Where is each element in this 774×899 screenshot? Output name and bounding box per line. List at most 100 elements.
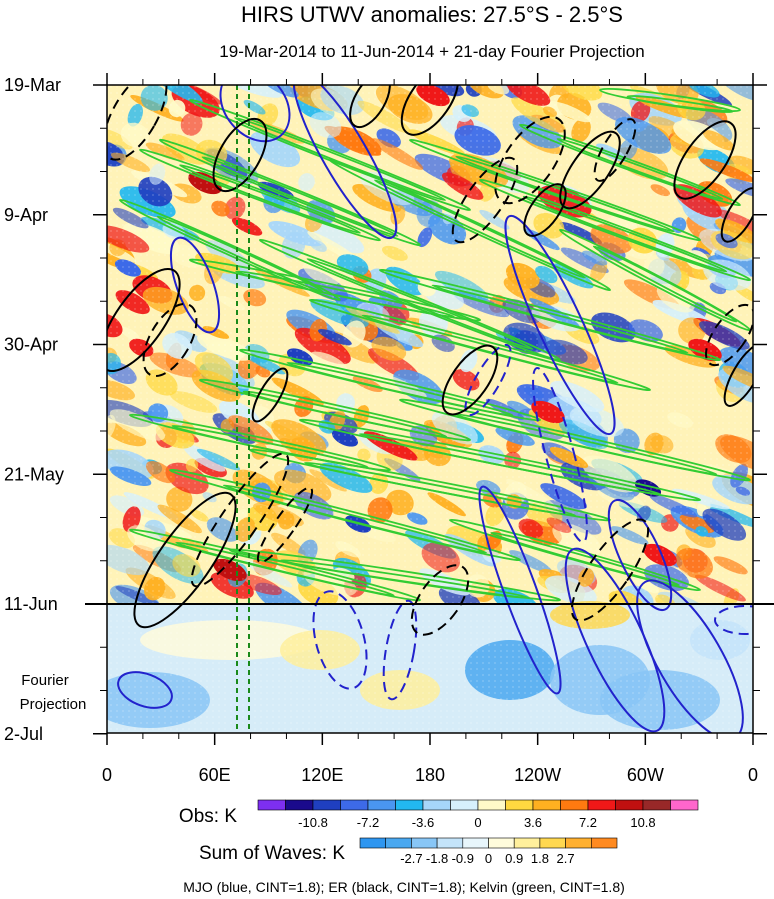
obs-colorbar-label: Obs: K (179, 806, 237, 827)
er-contour (441, 344, 499, 416)
waves-colorbar-tick-label: 1.8 (531, 851, 549, 866)
er-contour (559, 130, 621, 210)
er-contour (570, 518, 650, 622)
kelvin-contour-inner (556, 137, 724, 201)
obs-colorbar-swatch (642, 799, 671, 811)
kelvin-contour-inner (359, 432, 661, 496)
kelvin-contour-inner (304, 461, 576, 517)
er-contour (705, 303, 753, 367)
waves-colorbar-label: Sum of Waves: K (199, 843, 345, 864)
waves-colorbar-tick-label: -1.8 (426, 851, 448, 866)
kelvin-contour-inner (431, 284, 689, 354)
obs-colorbar-swatch (367, 799, 396, 811)
mjo-contour (478, 485, 562, 695)
kelvin-contour (479, 178, 751, 282)
kelvin-contour-inner (235, 270, 455, 318)
kelvin-contour (189, 99, 471, 211)
kelvin-contours (119, 87, 751, 602)
waves-colorbar-swatch (513, 837, 541, 849)
obs-colorbar-tick-label: 7.2 (579, 815, 597, 830)
y-tick-label: 2-Jul (4, 724, 43, 744)
chart-subtitle: 19-Mar-2014 to 11-Jun-2014 + 21-day Four… (219, 42, 644, 61)
obs-colorbar-swatch (285, 799, 314, 811)
obs-colorbar-swatch (395, 799, 424, 811)
kelvin-contour-inner (280, 559, 530, 599)
mjo-contour (504, 214, 616, 436)
kelvin-contour-inner (179, 164, 361, 234)
er-contour (251, 367, 289, 423)
obs-colorbar-swatch (450, 799, 479, 811)
mjo-contour (714, 605, 753, 635)
chart-title: HIRS UTWV anomalies: 27.5°S - 2.5°S (241, 2, 623, 27)
waves-colorbar-swatch (488, 837, 515, 849)
obs-colorbar-swatch (477, 799, 506, 811)
er-contour (494, 115, 566, 205)
kelvin-contour-inner (374, 179, 586, 279)
waves-colorbar-tick-label: -0.9 (452, 851, 474, 866)
waves-colorbar-tick-label: 0 (485, 851, 492, 866)
obs-colorbar-tick-label: 10.8 (630, 815, 655, 830)
waves-colorbar-swatch (590, 837, 618, 849)
er-contour (142, 302, 198, 378)
x-tick-label: 60E (199, 765, 231, 785)
waves-colorbar-swatch (359, 837, 387, 849)
er-contour (673, 120, 737, 200)
obs-colorbar: -10.8 -7.2 -3.6 0 3.6 7.2 10.8 (257, 799, 699, 830)
waves-colorbar-tick-label: -2.7 (400, 851, 422, 866)
er-contour (349, 85, 391, 129)
kelvin-contour-inner (156, 215, 324, 293)
mjo-contour (292, 85, 398, 240)
er-contour (190, 452, 290, 588)
kelvin-contour (519, 123, 741, 207)
kelvin-contour-inner (490, 531, 680, 587)
obs-colorbar-swatch (615, 799, 644, 811)
obs-colorbar-tick-label: -3.6 (412, 815, 434, 830)
waves-colorbar-swatch (436, 837, 464, 849)
kelvin-contour-inner (222, 484, 488, 554)
obs-colorbar-swatch (587, 799, 616, 811)
obs-colorbar-swatch (532, 799, 561, 811)
kelvin-contour-inner (201, 156, 399, 237)
x-tick-label: 120E (301, 765, 343, 785)
er-contour (212, 117, 268, 193)
er-contour (107, 85, 168, 161)
kelvin-contour (139, 148, 381, 242)
waves-colorbar-swatch (411, 837, 438, 849)
x-tick-label: 0 (748, 765, 758, 785)
obs-colorbar-tick-label: -10.8 (298, 815, 328, 830)
er-contour (256, 486, 314, 564)
obs-colorbar-swatch (340, 799, 369, 811)
waves-colorbar-tick-label: 2.7 (557, 851, 575, 866)
kelvin-contour-inner (171, 424, 369, 469)
er-contour (720, 187, 753, 243)
obs-colorbar-swatch (505, 799, 534, 811)
mjo-contour (312, 590, 368, 690)
kelvin-contour (159, 138, 421, 247)
kelvin-contour-inner (592, 245, 738, 323)
obs-colorbar-swatch (670, 799, 699, 811)
kelvin-contour-inner (175, 541, 395, 597)
waves-colorbar-tick-label: 0.9 (505, 851, 523, 866)
projection-label-line2: Projection (20, 696, 87, 713)
mjo-contour (636, 579, 744, 733)
waves-colorbar-swatch (385, 837, 412, 849)
waves-colorbar-swatch (565, 837, 592, 849)
x-tick-label: 0 (102, 765, 112, 785)
obs-colorbar-swatch (422, 799, 451, 811)
mjo-contour (117, 671, 173, 709)
projection-label-line1: Fourier (21, 672, 69, 689)
y-tick-label: 21-May (4, 464, 64, 484)
x-tick-label: 180 (415, 765, 445, 785)
er-contour (133, 491, 237, 629)
er-contour (723, 343, 753, 407)
obs-colorbar-swatch (560, 799, 589, 811)
x-tick-label: 120W (514, 765, 561, 785)
y-tick-label: 19-Mar (4, 75, 61, 95)
er-contour (400, 85, 460, 136)
mjo-contours (117, 85, 753, 733)
obs-colorbar-tick-label: 0 (474, 815, 481, 830)
mjo-contour (607, 498, 673, 612)
waves-colorbar: -2.7 -1.8 -0.9 0 0.9 1.8 2.7 (359, 837, 618, 866)
footer-legend: MJO (blue, CINT=1.8); ER (black, CINT=1.… (183, 879, 625, 895)
